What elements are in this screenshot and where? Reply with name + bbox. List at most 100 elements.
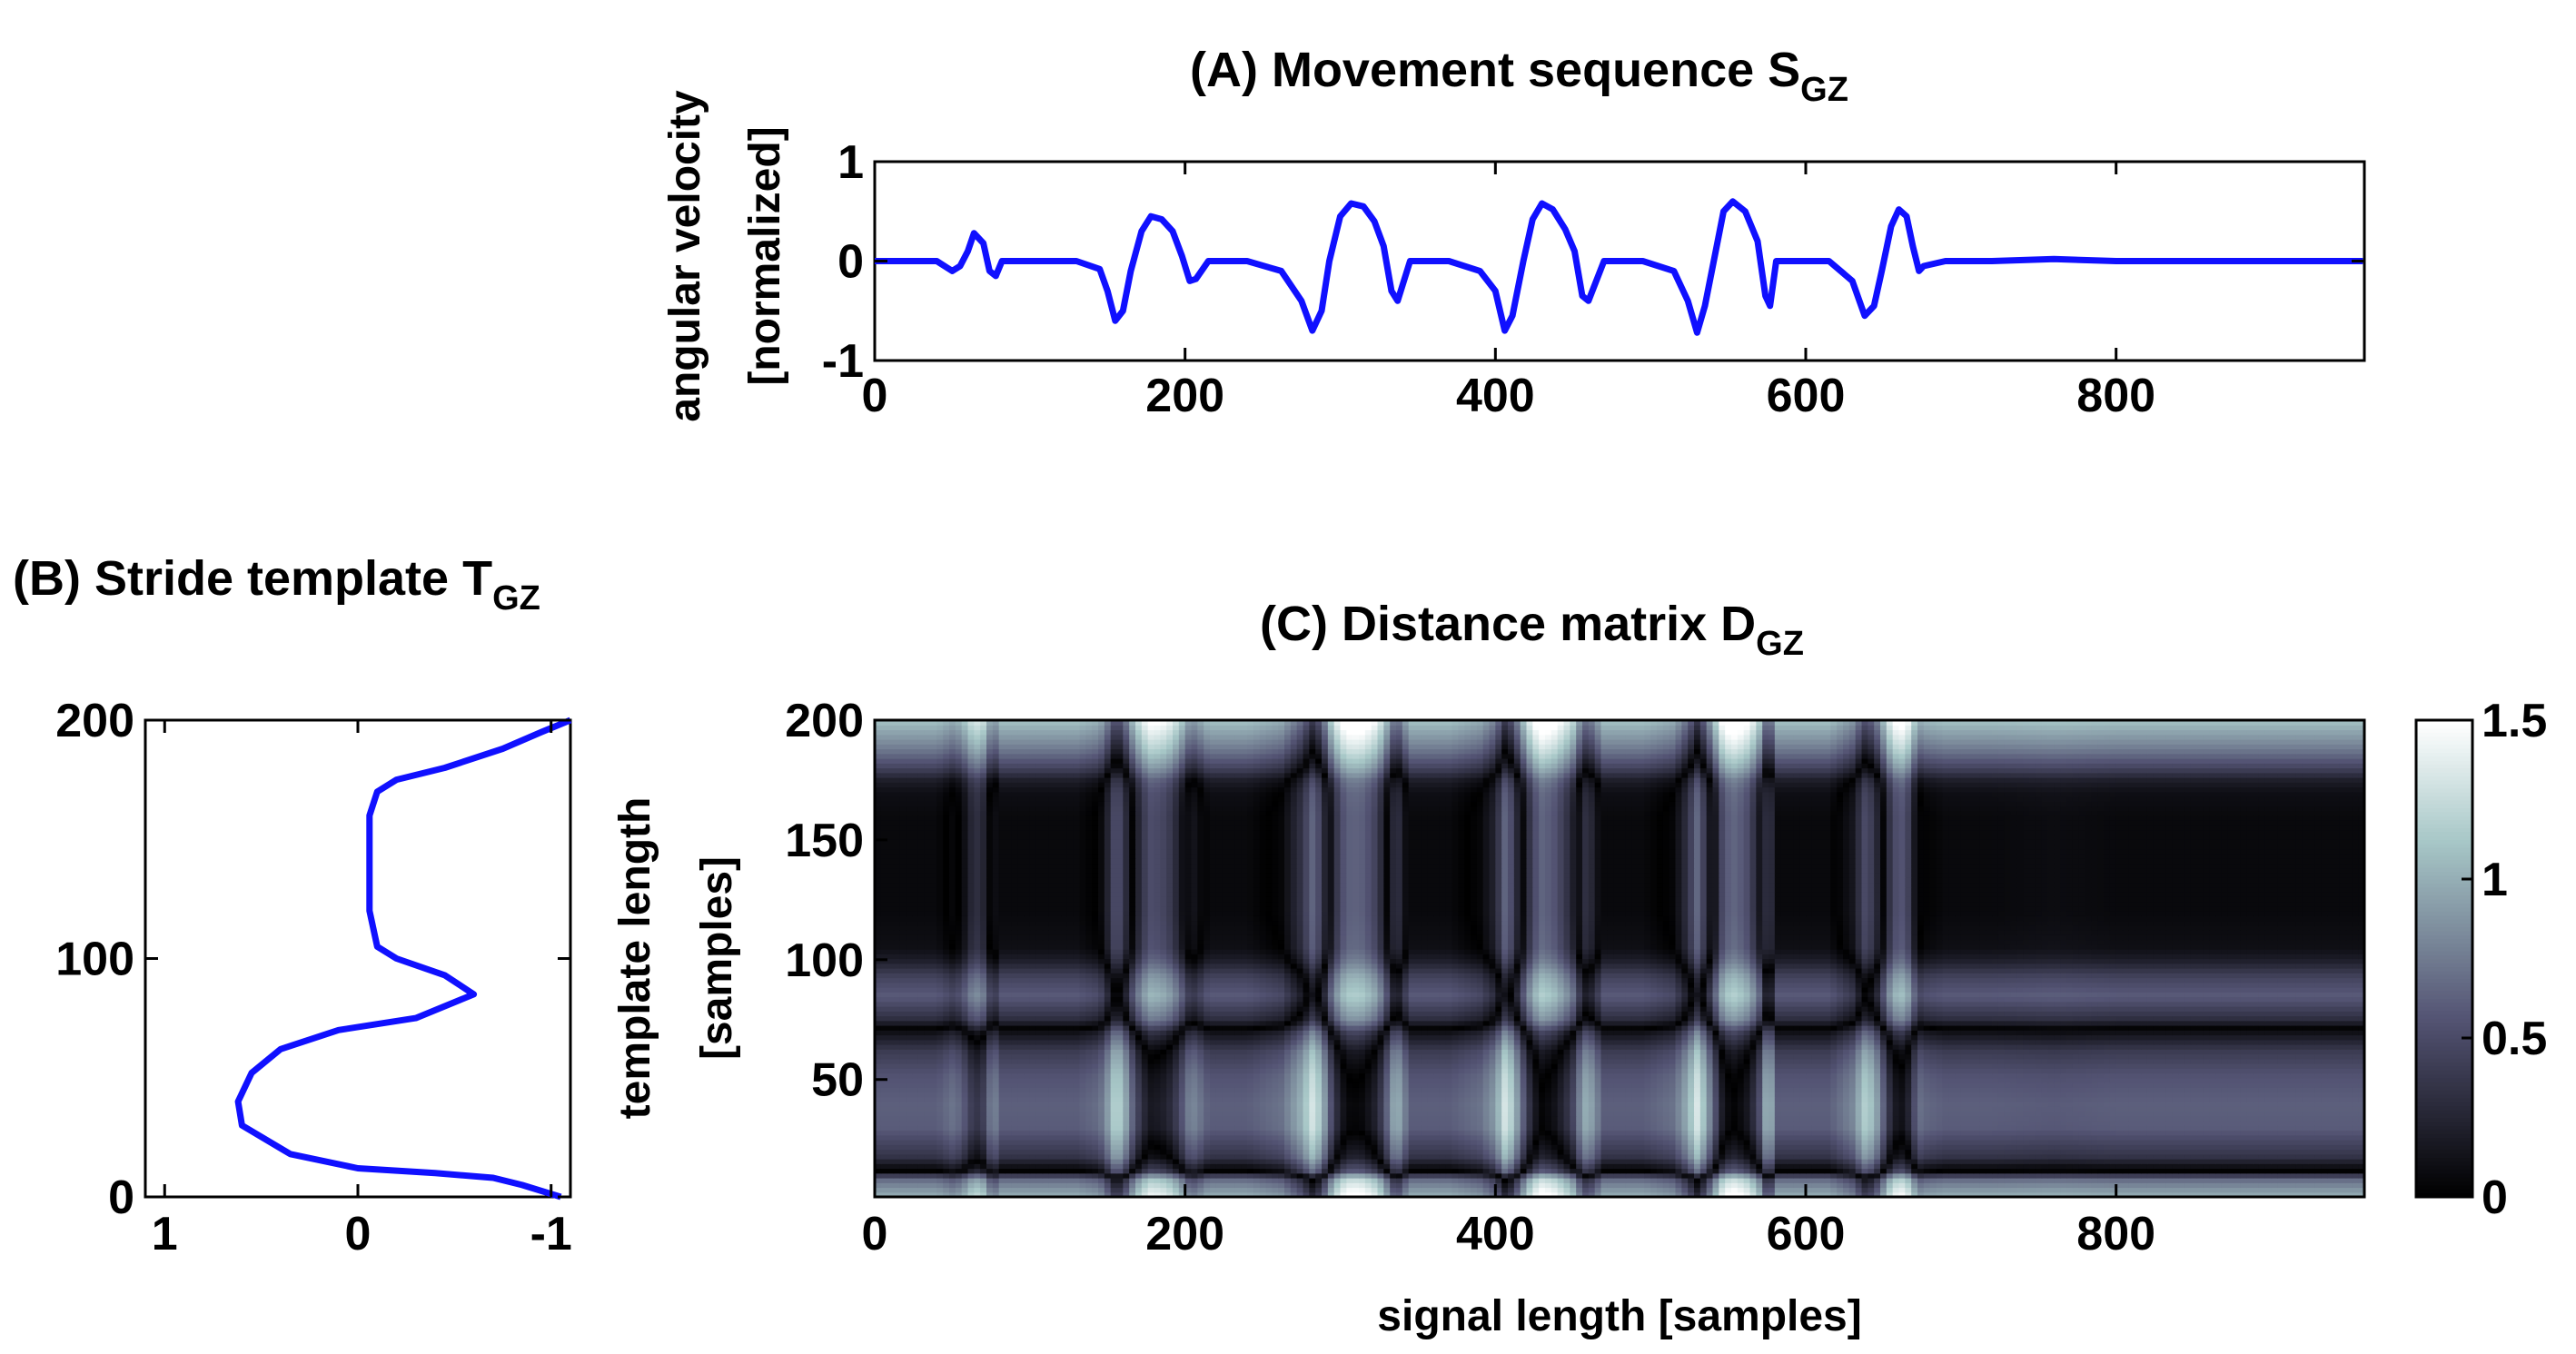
- heatmap-cell: [1439, 1115, 1447, 1122]
- heatmap-cell: [2078, 1159, 2086, 1164]
- heatmap-cell: [1482, 1102, 1491, 1107]
- heatmap-cell: [1532, 1140, 1540, 1145]
- heatmap-cell: [1408, 1163, 1416, 1170]
- heatmap-cell: [2302, 1144, 2310, 1151]
- heatmap-cell: [1774, 1111, 1782, 1117]
- heatmap-cell: [2271, 1115, 2278, 1122]
- heatmap-cell: [1055, 1172, 1062, 1179]
- heatmap-cell: [1290, 1134, 1298, 1141]
- heatmap-cell: [1905, 1102, 1912, 1107]
- heatmap-cell: [1204, 1134, 1211, 1141]
- heatmap-cell: [1433, 1102, 1441, 1107]
- heatmap-cell: [1178, 1096, 1186, 1102]
- heatmap-cell: [1880, 1191, 1887, 1198]
- heatmap-cell: [1749, 1102, 1757, 1107]
- heatmap-cell: [2159, 1115, 2166, 1122]
- heatmap-cell: [1123, 1168, 1130, 1174]
- heatmap-cell: [1824, 1153, 1831, 1160]
- heatmap-cell: [1848, 1159, 1857, 1164]
- heatmap-cell: [1973, 1182, 1980, 1189]
- heatmap-cell: [2010, 1102, 2017, 1107]
- heatmap-cell: [1445, 1172, 1453, 1179]
- heatmap-cell: [1364, 1111, 1372, 1117]
- heatmap-cell: [1625, 1121, 1633, 1126]
- heatmap-cell: [2308, 1191, 2315, 1198]
- heatmap-cell: [1011, 1130, 1018, 1136]
- heatmap-cell: [2264, 1115, 2273, 1122]
- heatmap-cell: [2215, 1144, 2223, 1151]
- heatmap-cell: [2203, 1172, 2210, 1179]
- heatmap-cell: [1811, 1111, 1819, 1117]
- heatmap-cell: [2078, 1149, 2086, 1155]
- heatmap-cell: [1669, 1182, 1677, 1189]
- heatmap-cell: [2253, 1172, 2260, 1179]
- heatmap-cell: [1513, 1168, 1521, 1174]
- heatmap-cell: [2178, 1140, 2185, 1145]
- heatmap-cell: [1620, 1191, 1627, 1198]
- heatmap-cell: [1955, 1182, 1962, 1189]
- heatmap-cell: [2146, 1121, 2155, 1126]
- heatmap-cell: [1371, 1144, 1379, 1151]
- heatmap-cell: [980, 1125, 987, 1132]
- heatmap-cell: [1942, 1182, 1949, 1189]
- heatmap-cell: [1769, 1163, 1776, 1170]
- heatmap-cell: [1526, 1187, 1533, 1193]
- heatmap-cell: [1508, 1096, 1515, 1102]
- heatmap-cell: [2066, 1187, 2074, 1193]
- heatmap-cell: [1712, 1182, 1719, 1189]
- heatmap-cell: [1024, 1153, 1031, 1160]
- heatmap-cell: [2115, 1163, 2124, 1170]
- heatmap-cell: [1681, 1134, 1689, 1141]
- heatmap-cell: [1147, 1096, 1155, 1102]
- heatmap-cell: [2277, 1102, 2284, 1107]
- heatmap-cell: [1986, 1102, 1993, 1107]
- heatmap-cell: [2339, 1178, 2347, 1183]
- heatmap-cell: [1383, 1163, 1391, 1170]
- heatmap-cell: [1129, 1191, 1136, 1198]
- heatmap-cell: [1911, 1187, 1918, 1193]
- heatmap-cell: [1532, 1134, 1540, 1141]
- heatmap-cell: [1997, 1191, 2006, 1198]
- heatmap-cell: [2253, 1121, 2260, 1126]
- heatmap-cell: [1625, 1111, 1633, 1117]
- heatmap-cell: [1123, 1096, 1130, 1102]
- heatmap-cell: [2078, 1121, 2086, 1126]
- heatmap-cell: [1793, 1115, 1800, 1122]
- heatmap-cell: [1787, 1111, 1794, 1117]
- heatmap-cell: [961, 1125, 969, 1132]
- heatmap-cell: [1699, 1191, 1708, 1198]
- heatmap-cell: [2215, 1159, 2223, 1164]
- heatmap-cell: [1104, 1172, 1112, 1179]
- heatmap-cell: [1024, 1121, 1031, 1126]
- heatmap-cell: [1340, 1140, 1347, 1145]
- heatmap-cell: [2203, 1182, 2210, 1189]
- heatmap-cell: [2146, 1140, 2155, 1145]
- heatmap-cell: [1029, 1102, 1037, 1107]
- heatmap-cell: [2165, 1144, 2173, 1151]
- heatmap-cell: [1061, 1140, 1068, 1145]
- heatmap-cell: [1513, 1178, 1521, 1183]
- heatmap-cell: [2072, 1102, 2080, 1107]
- heatmap-cell: [1327, 1153, 1335, 1160]
- heatmap-cell: [2128, 1187, 2135, 1193]
- heatmap-cell: [2264, 1130, 2273, 1136]
- heatmap-cell: [1265, 1178, 1273, 1183]
- heatmap-cell: [1364, 1191, 1372, 1198]
- heatmap-cell: [1191, 1115, 1198, 1122]
- heatmap-cell: [992, 1149, 1000, 1155]
- heatmap-cell: [2308, 1144, 2315, 1151]
- heatmap-cell: [1811, 1130, 1819, 1136]
- heatmap-cell: [1874, 1149, 1881, 1155]
- heatmap-cell: [1445, 1144, 1453, 1151]
- heatmap-cell: [1631, 1140, 1640, 1145]
- heatmap-cell: [986, 1134, 994, 1141]
- heatmap-cell: [2321, 1106, 2328, 1112]
- heatmap-cell: [1563, 1121, 1570, 1126]
- heatmap-cell: [1837, 1140, 1844, 1145]
- heatmap-cell: [2041, 1159, 2049, 1164]
- heatmap-cell: [1508, 1153, 1515, 1160]
- heatmap-cell: [1322, 1178, 1329, 1183]
- heatmap-cell: [1837, 1168, 1844, 1174]
- heatmap-cell: [1396, 1144, 1403, 1151]
- heatmap-cell: [1154, 1182, 1161, 1189]
